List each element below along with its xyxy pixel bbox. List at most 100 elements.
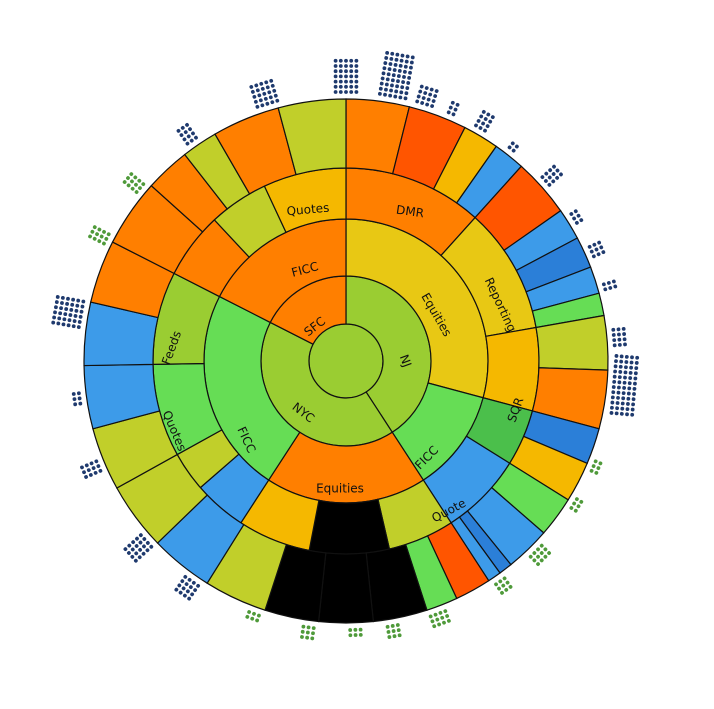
dot-marker: [426, 97, 431, 102]
segment-leaf-34[interactable]: [277, 98, 347, 176]
dot-marker: [629, 365, 634, 370]
segment-equities-nyc-b[interactable]: [308, 498, 391, 555]
dot-cluster-1: [333, 58, 359, 94]
dot-marker: [260, 86, 265, 91]
dot-cluster-16: [494, 576, 513, 595]
dot-marker: [419, 84, 424, 89]
dot-marker: [574, 497, 579, 502]
dot-marker: [333, 84, 338, 89]
dot-marker: [134, 551, 139, 556]
dot-marker: [188, 585, 193, 590]
dot-marker: [63, 312, 68, 317]
dot-marker: [133, 175, 138, 180]
dot-marker: [446, 618, 451, 623]
dot-cluster-26: [51, 295, 86, 329]
dot-marker: [187, 577, 192, 582]
dot-marker: [88, 234, 92, 239]
dot-marker: [311, 626, 316, 631]
dot-marker: [404, 59, 409, 64]
dot-marker: [270, 100, 275, 105]
dot-marker: [188, 127, 192, 132]
dot-marker: [555, 176, 560, 180]
dot-marker: [611, 385, 616, 389]
dot-marker: [608, 286, 613, 290]
dot-marker: [587, 244, 592, 249]
dot-marker: [338, 90, 343, 94]
dot-marker: [624, 354, 629, 359]
dot-cluster-13: [589, 459, 603, 475]
dot-marker: [247, 610, 252, 614]
dot-marker: [389, 88, 393, 93]
dot-marker: [483, 128, 487, 133]
dot-marker: [126, 183, 131, 188]
dot-marker: [79, 309, 84, 314]
dot-marker: [354, 58, 359, 63]
dot-marker: [433, 612, 438, 617]
dot-marker: [99, 234, 104, 239]
dot-marker: [97, 227, 102, 232]
dot-marker: [130, 547, 135, 552]
dot-marker: [133, 558, 138, 563]
dot-marker: [631, 402, 636, 407]
segment-leaf-21[interactable]: [317, 552, 375, 624]
dot-marker: [633, 376, 638, 381]
dot-marker: [621, 391, 626, 396]
dot-marker: [138, 547, 143, 552]
dot-marker: [145, 541, 150, 545]
dot-marker: [191, 131, 195, 136]
dot-marker: [97, 239, 102, 244]
dot-marker: [552, 164, 556, 169]
dot-marker: [394, 89, 399, 94]
dot-marker: [66, 296, 70, 301]
dot-marker: [395, 84, 399, 89]
dot-marker: [253, 99, 258, 104]
dot-marker: [69, 308, 74, 312]
dot-marker: [391, 73, 396, 78]
dot-marker: [54, 300, 59, 304]
dot-marker: [400, 85, 405, 90]
dot-marker: [573, 209, 578, 214]
dot-marker: [623, 375, 627, 380]
dot-marker: [354, 84, 359, 89]
dot-marker: [268, 95, 273, 100]
dot-marker: [619, 359, 624, 364]
dot-marker: [624, 365, 628, 370]
dot-marker: [430, 619, 435, 624]
dot-marker: [338, 64, 343, 68]
dot-marker: [61, 322, 66, 327]
dot-marker: [591, 464, 596, 469]
dot-marker: [389, 56, 394, 61]
dot-marker: [344, 84, 348, 89]
dot-marker: [488, 119, 493, 124]
dot-marker: [60, 301, 64, 305]
dot-marker: [183, 574, 188, 579]
dot-marker: [338, 69, 343, 74]
segment-sqr[interactable]: [482, 326, 540, 412]
dot-cluster-24: [80, 459, 103, 479]
dot-marker: [333, 64, 338, 68]
dot-marker: [53, 310, 57, 315]
label-ficc-sfc: FICC: [290, 259, 320, 280]
dot-marker: [579, 218, 584, 223]
dot-marker: [72, 397, 77, 402]
dot-marker: [344, 69, 348, 74]
dot-marker: [300, 635, 304, 639]
dot-marker: [396, 79, 400, 84]
dot-marker: [394, 57, 399, 62]
dot-marker: [358, 632, 363, 637]
dot-marker: [306, 625, 311, 630]
dot-marker: [551, 172, 556, 176]
dot-marker: [131, 540, 136, 545]
dot-marker: [625, 412, 629, 417]
dot-marker: [265, 85, 270, 90]
dot-marker: [599, 245, 604, 250]
dot-marker: [187, 596, 192, 601]
dot-marker: [572, 216, 577, 221]
dot-cluster-17: [428, 609, 451, 629]
dot-marker: [273, 93, 278, 98]
dot-marker: [610, 405, 614, 410]
dot-marker: [633, 371, 638, 376]
dot-marker: [511, 148, 516, 153]
dot-marker: [388, 62, 393, 66]
